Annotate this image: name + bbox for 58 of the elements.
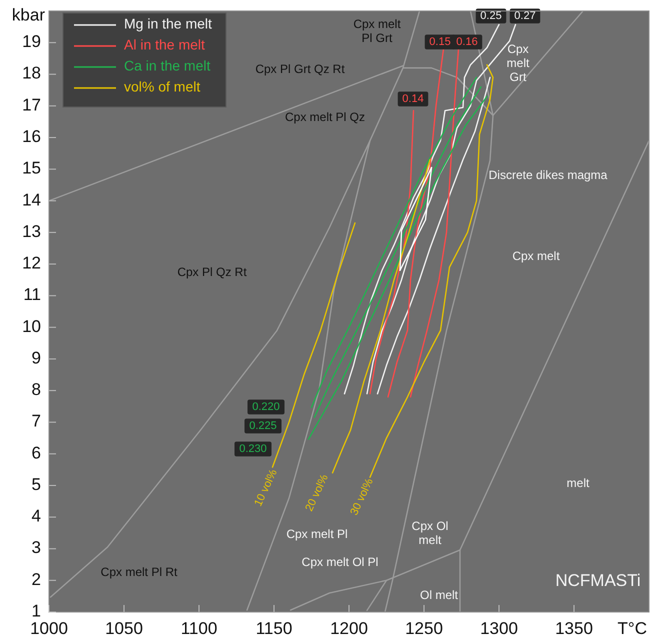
- annotation: Cpx melt Pl Qz: [284, 110, 366, 124]
- y-tick-label: 19: [22, 32, 41, 52]
- annotation: melt: [566, 476, 590, 490]
- x-tick-label: 1350: [555, 619, 593, 638]
- annotation: Cpx Pl Grt Qz Rt: [255, 62, 346, 76]
- annotation: 0.15: [429, 36, 451, 48]
- annotation: 0.16: [456, 36, 478, 48]
- legend-label: Al in the melt: [124, 36, 206, 53]
- annotation: 20 vol%: [303, 472, 331, 514]
- y-tick-label: 10: [22, 316, 41, 336]
- y-tick-label: 4: [32, 506, 41, 526]
- y-tick-label: 14: [22, 190, 41, 210]
- y-tick-label: 13: [22, 222, 41, 241]
- x-tick-label: 1150: [256, 619, 292, 638]
- legend-label: Ca in the melt: [124, 58, 210, 74]
- x-tick-label: 1300: [480, 619, 518, 638]
- annotation: Cpx melt Pl Grt: [353, 17, 402, 46]
- y-tick-label: 7: [32, 412, 41, 431]
- y-tick-label: 1: [32, 601, 41, 620]
- y-tick-label: 2: [32, 570, 41, 589]
- annotation: Cpx melt Pl Rt: [100, 565, 178, 580]
- y-tick-label: 11: [23, 285, 41, 304]
- annotation: 0.27: [514, 10, 536, 22]
- annotation: 0.25: [480, 10, 502, 22]
- y-tick-label: 9: [32, 348, 41, 368]
- y-tick-label: 15: [22, 158, 41, 178]
- x-tick-label: 1100: [180, 619, 218, 638]
- y-axis-title: kbar: [12, 5, 46, 24]
- y-tick-label: 17: [22, 95, 41, 114]
- annotation: 10 vol%: [252, 467, 280, 508]
- annotation: 30 vol%: [348, 476, 376, 518]
- y-tick-label: 3: [32, 538, 41, 558]
- annotation: 0.230: [239, 442, 267, 455]
- x-axis-title: T°C: [618, 619, 647, 638]
- annotation: 0.225: [249, 420, 277, 432]
- x-tick-label: 1050: [105, 619, 143, 638]
- annotation: Cpx melt Grt: [506, 42, 530, 84]
- legend-label: vol% of melt: [124, 78, 200, 95]
- annotation: Cpx melt Pl: [286, 527, 348, 542]
- y-tick-label: 18: [22, 64, 41, 83]
- legend-label: Mg in the melt: [124, 16, 212, 32]
- annotation: NCFMASTi: [555, 571, 641, 590]
- annotation: Discrete dikes magma: [488, 168, 608, 182]
- y-tick-label: 16: [22, 127, 41, 146]
- annotation: 0.220: [252, 400, 280, 413]
- y-tick-label: 8: [32, 380, 41, 400]
- y-tick-label: 6: [32, 443, 41, 462]
- annotation: 0.14: [402, 92, 424, 105]
- x-tick-label: 1200: [330, 619, 368, 638]
- annotation: Cpx melt: [512, 249, 560, 264]
- annotation: Cpx melt Ol Pl: [302, 555, 378, 570]
- annotation: Cpx Ol melt: [412, 519, 448, 548]
- y-tick-label: 5: [32, 474, 41, 494]
- x-tick-label: 1250: [405, 619, 443, 638]
- x-tick-label: 1000: [30, 619, 68, 638]
- annotation: Cpx Pl Qz Rt: [177, 265, 248, 280]
- y-tick-label: 12: [22, 254, 41, 273]
- annotation: Ol melt: [420, 588, 459, 602]
